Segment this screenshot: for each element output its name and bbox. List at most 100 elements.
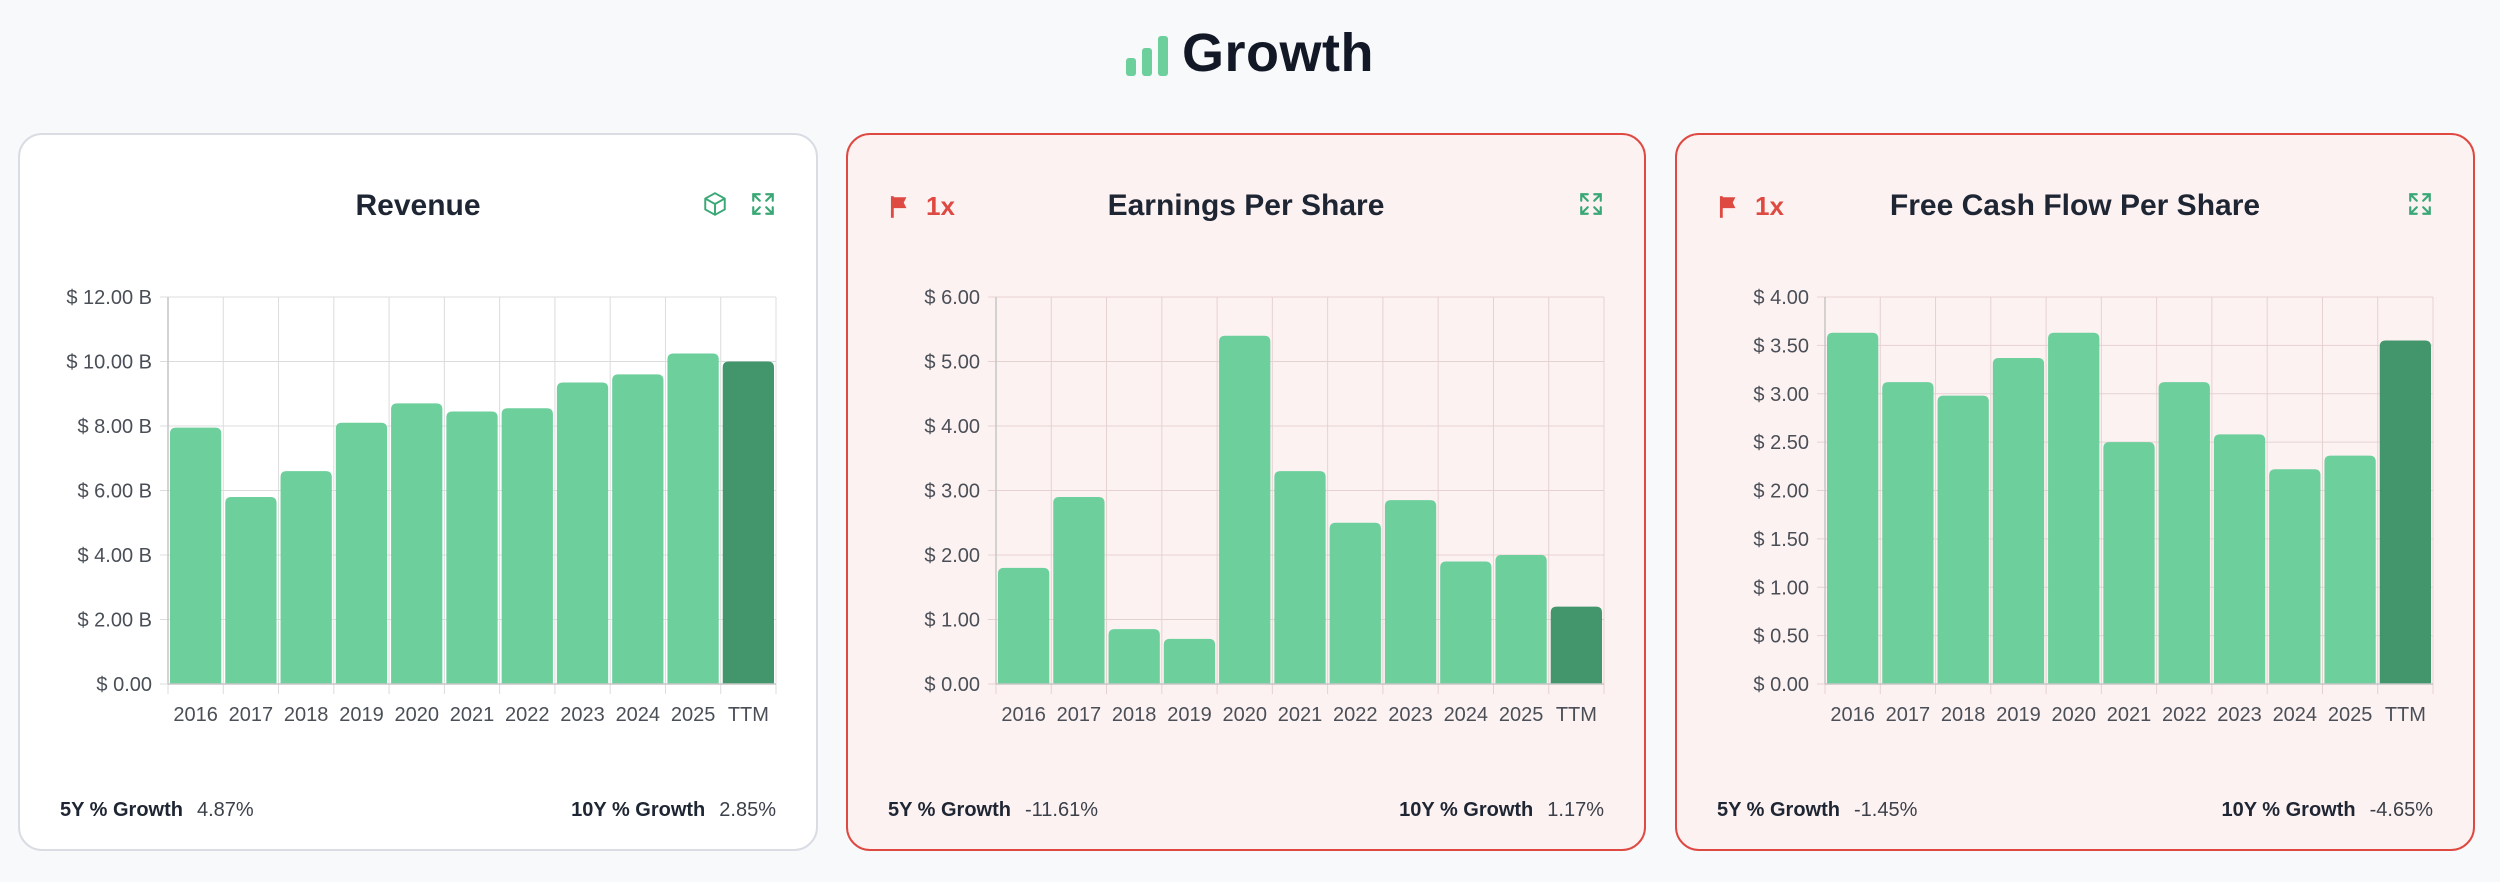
x-tick-label: 2016 [1830, 704, 1875, 726]
expand-icon[interactable] [2407, 191, 2433, 217]
x-tick-label: 2016 [1001, 704, 1046, 726]
y-tick-label: $ 3.00 [1753, 384, 1809, 406]
card-title: Earnings Per Share [1107, 189, 1385, 222]
card-footer: 5Y % Growth -11.61% 10Y % Growth 1.17% [888, 799, 1604, 822]
bar-chart-icon [1126, 36, 1168, 80]
x-tick-label: 2025 [1499, 704, 1544, 726]
y-tick-label: $ 2.00 [1753, 481, 1809, 503]
bar-2022 [501, 408, 553, 684]
growth-5y: 5Y % Growth -11.61% [888, 799, 1098, 822]
x-tick-label: 2018 [1112, 704, 1157, 726]
bar-2020 [1219, 335, 1271, 684]
y-tick-label: $ 12.00 B [66, 287, 152, 309]
bar-2018 [1937, 395, 1989, 684]
card-title: Revenue [355, 189, 481, 222]
bar-ttm [2379, 340, 2431, 684]
y-tick-label: $ 6.00 [924, 287, 980, 309]
growth-10y-value: 2.85% [719, 799, 776, 821]
y-tick-label: $ 5.00 [924, 352, 980, 374]
x-tick-label: 2017 [1057, 704, 1102, 726]
growth-10y-label: 10Y % Growth [571, 799, 706, 821]
growth-5y-value: -1.45% [1854, 799, 1918, 821]
bar-2018 [280, 471, 332, 684]
growth-5y-label: 5Y % Growth [1717, 799, 1840, 821]
x-tick-label: 2023 [560, 704, 605, 726]
growth-5y-value: -11.61% [1025, 799, 1099, 821]
x-tick-label: 2020 [2051, 704, 2096, 726]
expand-icon[interactable] [750, 191, 776, 217]
growth-10y-label: 10Y % Growth [2221, 799, 2356, 821]
x-tick-label: TTM [2385, 704, 2426, 726]
bar-2017 [1053, 496, 1105, 684]
growth-10y-value: 1.17% [1547, 799, 1604, 821]
page-header: Growth [0, 0, 2500, 100]
bar-2016 [170, 427, 222, 684]
y-tick-label: $ 1.00 [1753, 577, 1809, 599]
bar-2016 [1827, 332, 1879, 684]
x-tick-label: 2025 [2328, 704, 2373, 726]
y-tick-label: $ 6.00 B [77, 481, 152, 503]
bar-2023 [2213, 434, 2266, 684]
y-tick-label: $ 2.00 B [77, 610, 152, 632]
flag-badge[interactable]: 1x [888, 191, 955, 222]
x-tick-label: 2020 [1222, 704, 1267, 726]
flag-count: 1x [1755, 191, 1784, 221]
y-tick-label: $ 0.00 [1753, 674, 1809, 696]
bar-2022 [2158, 382, 2210, 684]
fcf-card: 1x Free Cash Flow Per Share $ 0.00 $ 0.50… [1675, 133, 2475, 851]
y-tick-label: $ 2.00 [924, 545, 980, 567]
x-tick-label: 2018 [1941, 704, 1986, 726]
growth-5y-label: 5Y % Growth [60, 799, 183, 821]
y-tick-label: $ 3.50 [1753, 335, 1809, 357]
flag-icon [1719, 195, 1736, 218]
bar-2021 [1274, 471, 1326, 684]
header-inner: Growth [1126, 26, 1374, 80]
bar-2025 [1495, 555, 1547, 684]
x-tick-label: TTM [1556, 704, 1597, 726]
card-actions [2407, 191, 2433, 217]
bar-2019 [335, 422, 388, 684]
x-tick-label: 2016 [173, 704, 218, 726]
growth-5y-value: 4.87% [197, 799, 254, 821]
bar-2018 [1108, 629, 1160, 684]
bar-2025 [667, 353, 719, 684]
y-tick-label: $ 0.50 [1753, 626, 1809, 648]
bar-2019 [1163, 638, 1216, 684]
eps-card: 1x Earnings Per Share $ 0.00 $ 1.00 $ 2.00… [846, 133, 1646, 851]
x-tick-label: 2022 [505, 704, 550, 726]
expand-icon[interactable] [1578, 191, 1604, 217]
x-tick-label: 2025 [671, 704, 716, 726]
x-tick-label: 2022 [2162, 704, 2207, 726]
bar-2016 [998, 567, 1050, 684]
growth-5y: 5Y % Growth 4.87% [60, 799, 254, 822]
bar-2024 [1440, 561, 1492, 684]
x-tick-label: 2019 [1996, 704, 2041, 726]
x-tick-label: 2019 [1167, 704, 1212, 726]
card-actions [1578, 191, 1604, 217]
cube-icon[interactable] [702, 191, 728, 217]
bar-2020 [391, 403, 443, 684]
flag-badge[interactable]: 1x [1717, 191, 1784, 222]
y-tick-label: $ 4.00 B [77, 545, 152, 567]
x-tick-label: 2021 [2107, 704, 2152, 726]
bar-2024 [612, 374, 664, 684]
card-footer: 5Y % Growth -1.45% 10Y % Growth -4.65% [1717, 799, 2433, 822]
revenue-card: Revenue $ 0.00 $ 2.00 B $ 4.00 B $ 6.00 B $ … [18, 133, 818, 851]
x-tick-label: 2021 [450, 704, 495, 726]
growth-10y-value: -4.65% [2369, 799, 2433, 821]
growth-10y: 10Y % Growth 2.85% [571, 799, 776, 822]
fcf-chart: $ 0.00 $ 0.50 $ 1.00 $ 1.50 $ 2.00 $ 2.50 $ 3.… [1753, 287, 2434, 726]
x-tick-label: 2017 [229, 704, 274, 726]
x-tick-label: 2022 [1333, 704, 1378, 726]
bar-2017 [225, 496, 277, 684]
bar-ttm [722, 361, 774, 684]
y-tick-label: $ 10.00 B [66, 352, 152, 374]
x-tick-label: 2024 [616, 704, 661, 726]
flag-count: 1x [926, 191, 955, 221]
bar-ttm [1550, 606, 1602, 684]
growth-10y: 10Y % Growth 1.17% [1399, 799, 1604, 822]
y-tick-label: $ 0.00 [96, 674, 152, 696]
growth-10y: 10Y % Growth -4.65% [2222, 799, 2434, 822]
x-tick-label: 2021 [1278, 704, 1323, 726]
y-tick-label: $ 2.50 [1753, 432, 1809, 454]
